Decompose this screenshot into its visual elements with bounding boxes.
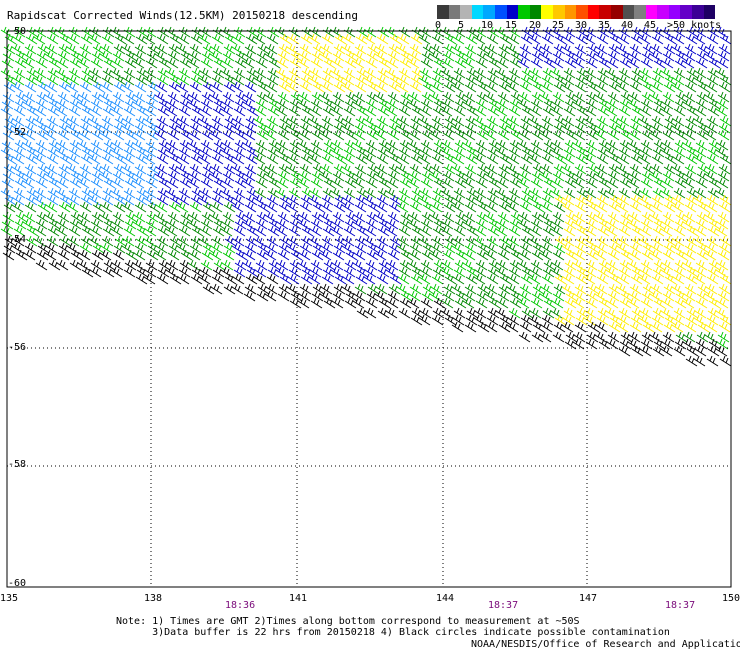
notes: Note: 1) Times are GMT 2)Times along bot… — [116, 616, 670, 638]
legend-tick-label: 30 — [575, 20, 588, 31]
legend-swatch — [552, 5, 565, 19]
plot-frame — [6, 30, 732, 588]
note-line-2: 3)Data buffer is 22 hrs from 20150218 4)… — [116, 627, 670, 638]
legend-tick-label: 40 — [621, 20, 634, 31]
wind-barbs — [0, 26, 732, 367]
lat-label-58: -58 — [8, 459, 27, 470]
legend-swatch — [529, 5, 542, 19]
legend-swatch — [448, 5, 461, 19]
legend-swatch — [506, 5, 519, 19]
lon-label-141: 141 — [289, 593, 308, 604]
lon-label-144: 144 — [436, 593, 455, 604]
legend-swatch — [460, 5, 472, 19]
lon-label-135: 135 — [0, 593, 19, 604]
lat-label-54: -54 — [8, 234, 27, 245]
legend-swatch — [541, 5, 553, 19]
legend-swatch — [610, 5, 623, 19]
lon-label-150: 150 — [722, 593, 740, 604]
note-line-1: Note: 1) Times are GMT 2)Times along bot… — [116, 616, 580, 627]
lat-label-52: -52 — [8, 127, 27, 138]
time-label-1: 18:36 — [225, 600, 256, 611]
legend-swatch — [494, 5, 507, 19]
legend-swatch — [657, 5, 669, 19]
lon-label-147: 147 — [579, 593, 598, 604]
lon-label-138: 138 — [144, 593, 163, 604]
legend-swatch — [471, 5, 484, 19]
time-label-3: 18:37 — [665, 600, 696, 611]
legend-swatch — [622, 5, 635, 19]
lat-label-56: -56 — [8, 342, 27, 353]
legend-swatch — [634, 5, 646, 19]
legend-swatch — [576, 5, 588, 19]
time-label-2: 18:37 — [488, 600, 519, 611]
legend-swatch — [483, 5, 495, 19]
legend-swatch — [518, 5, 530, 19]
legend-tick-label: 45 — [644, 20, 657, 31]
legend-swatch — [645, 5, 658, 19]
lat-label-60: -60 — [8, 578, 27, 589]
legend-tick-label: 10 — [481, 20, 494, 31]
legend-tick-label: 25 — [552, 20, 565, 31]
legend-tick-label: 15 — [505, 20, 518, 31]
legend-swatch — [692, 5, 704, 19]
legend-swatch — [564, 5, 577, 19]
legend-tick-label: 35 — [598, 20, 611, 31]
credit: NOAA/NESDIS/Office of Research and Appli… — [471, 639, 740, 650]
legend-swatch — [587, 5, 600, 19]
legend-tick-label: >50 knots — [667, 20, 722, 31]
legend-swatch — [680, 5, 693, 19]
lat-label-50: -50 — [8, 26, 27, 37]
grid-lines — [7, 31, 731, 587]
map-title: Rapidscat Corrected Winds(12.5KM) 201502… — [7, 9, 358, 22]
legend-swatch — [668, 5, 681, 19]
wind-speed-color-legend — [437, 5, 716, 19]
legend-tick-label: 20 — [529, 20, 542, 31]
legend-tick-label: 5 — [458, 20, 465, 31]
legend-tick-label: 0 — [435, 20, 442, 31]
legend-swatch — [437, 5, 449, 19]
legend-swatch — [703, 5, 716, 19]
legend-swatch — [599, 5, 611, 19]
